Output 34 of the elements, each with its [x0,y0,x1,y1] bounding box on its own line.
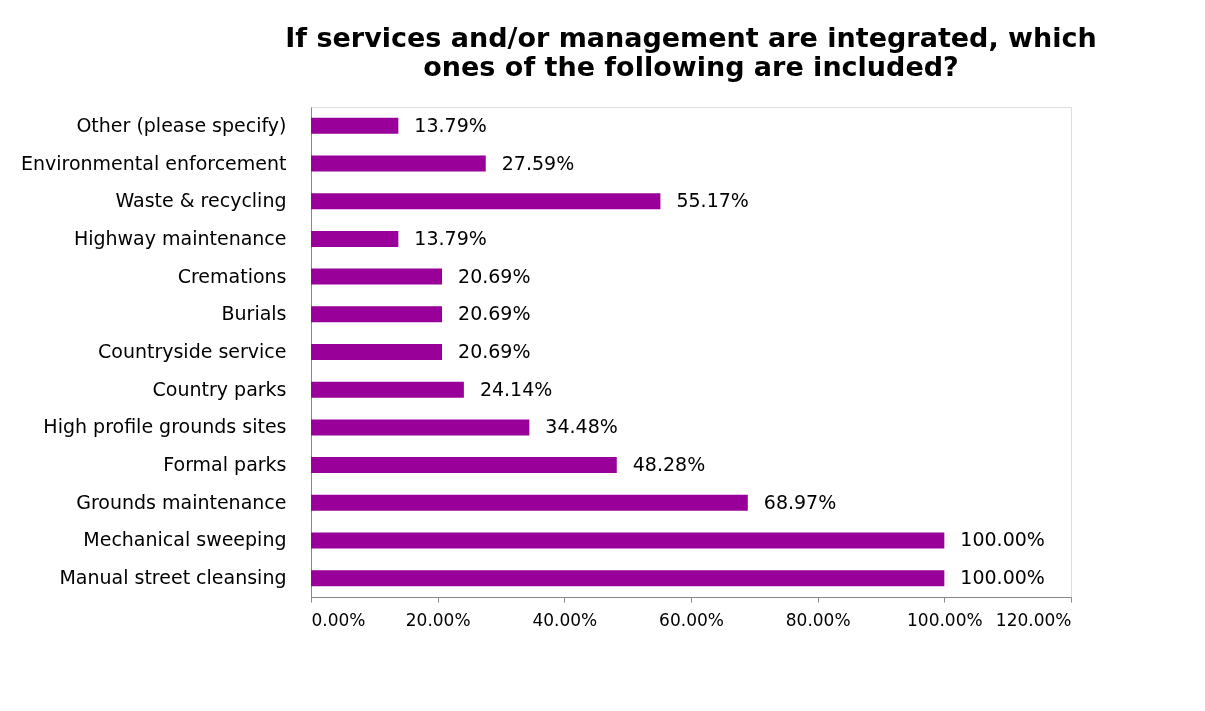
data-label: 48.28% [632,453,706,476]
text: If services and/or management are integrated, which [285,22,1097,53]
y-tick-label: Country parks [152,377,287,400]
y-tick-label: Other (please specify) [76,113,287,136]
data-label: 34.48% [545,415,618,438]
data-label: 100.00% [960,528,1045,551]
data-label: 100.00% [960,566,1045,589]
x-tick-label: 20.00% [405,609,471,630]
y-tick-label: Grounds maintenance [76,490,287,513]
data-label: 27.59% [501,151,575,174]
x-tick-label: 0.00% [311,609,366,630]
data-label: 55.17% [676,189,749,212]
x-tick-label: 100.00% [907,609,983,630]
x-tick-label: 40.00% [532,609,598,630]
y-tick-label: Environmental enforcement [20,151,287,174]
data-label: 68.97% [763,490,837,513]
y-tick-label: Burials [221,302,287,325]
x-tick-label: 60.00% [659,609,724,630]
y-tick-label: Waste & recycling [115,189,287,212]
y-tick-label: Mechanical sweeping [83,528,287,551]
y-tick-label: Highway maintenance [73,226,287,249]
data-label: 13.79% [414,113,487,136]
y-tick-label: Manual street cleansing [59,566,287,589]
data-label: 20.69% [458,302,531,325]
y-tick-label: Cremations [177,264,287,287]
x-tick-label: 80.00% [785,609,851,630]
data-label: 20.69% [458,264,531,287]
data-label: 24.14% [479,377,553,400]
y-tick-label: High profile grounds sites [43,415,287,438]
y-tick-label: Formal parks [163,453,287,476]
data-label: 20.69% [458,340,531,362]
data-label: 13.79% [414,226,487,249]
x-tick-label: 120.00% [995,609,1072,630]
y-tick-label: Countryside service [97,340,287,362]
